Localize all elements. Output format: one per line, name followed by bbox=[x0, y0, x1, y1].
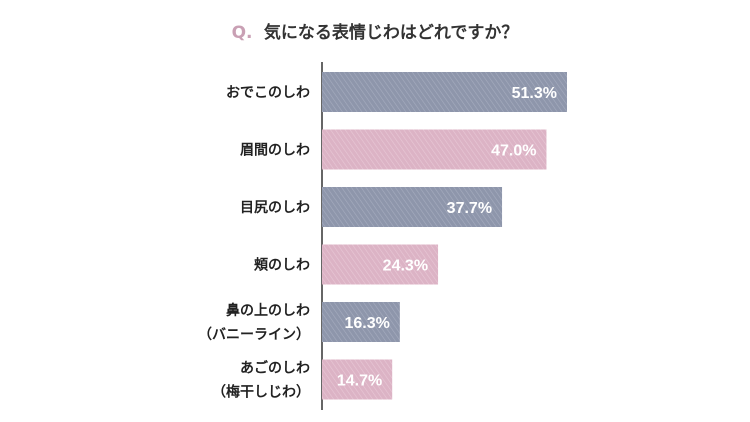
bar-0 bbox=[322, 72, 567, 112]
category-label-3: 頬のしわ bbox=[254, 257, 310, 274]
category-label-4-line-0: 鼻の上のしわ bbox=[226, 302, 310, 319]
chart-title-text: 気になる表情じわはどれですか？ bbox=[263, 22, 519, 43]
bar-value-label-2: 37.7% bbox=[447, 200, 492, 217]
category-label-0: おでこのしわ bbox=[226, 85, 310, 101]
bar-2 bbox=[322, 187, 503, 227]
chart-title-prefix: Q. bbox=[232, 23, 253, 43]
category-label-5-line-1: （梅干しじわ） bbox=[212, 384, 310, 401]
bar-1 bbox=[322, 129, 547, 170]
bar-value-label-0: 51.3% bbox=[512, 85, 557, 102]
bar-5 bbox=[322, 359, 393, 400]
bar-4 bbox=[322, 302, 400, 342]
bar-3 bbox=[322, 244, 439, 285]
bar-value-label-5: 14.7% bbox=[337, 373, 382, 390]
bar-value-label-4: 16.3% bbox=[344, 315, 389, 332]
chart-title: Q. 気になる表情じわはどれですか？ bbox=[232, 22, 519, 43]
bars-layer: 51.3% おでこのしわ 47.0% 眉間のしわ 37.7% 目尻のしわ 24.3% 頬のしわ… bbox=[198, 72, 567, 401]
category-label-5-line-0: あごのしわ bbox=[240, 360, 310, 377]
category-label-2: 目尻のしわ bbox=[240, 200, 310, 216]
bar-value-label-3: 24.3% bbox=[383, 258, 428, 275]
category-label-4-line-1: （バニーライン） bbox=[198, 327, 310, 343]
bar-value-label-1: 47.0% bbox=[491, 143, 536, 160]
category-label-1: 眉間のしわ bbox=[240, 143, 310, 159]
